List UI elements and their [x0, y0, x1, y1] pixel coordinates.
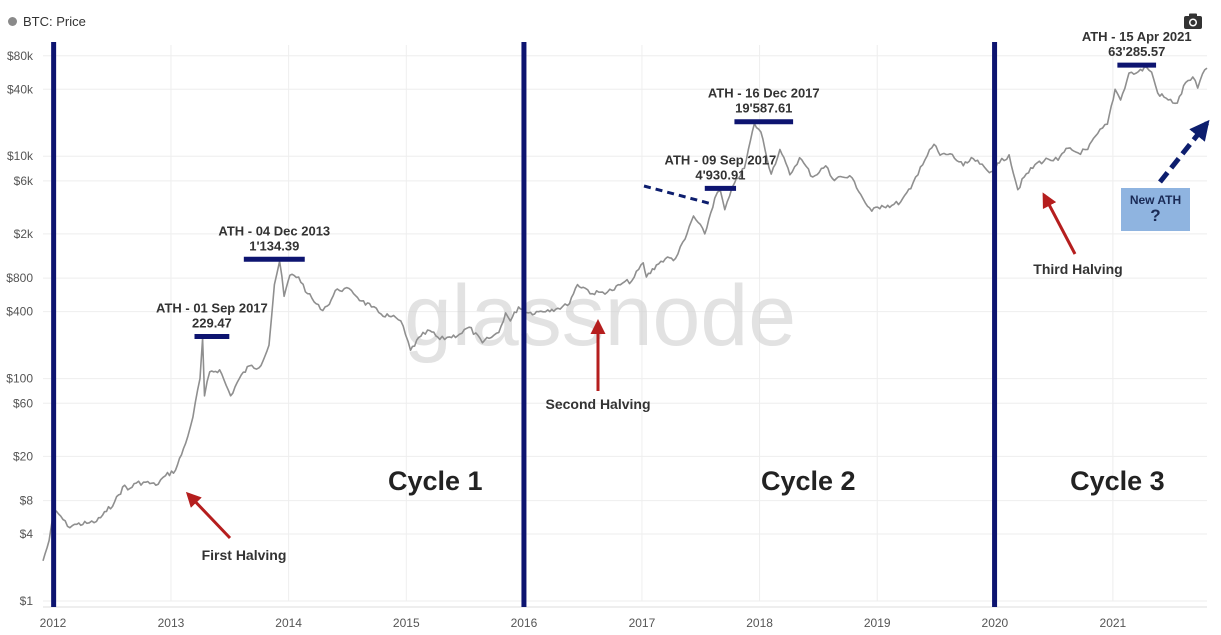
x-tick-label: 2013 [158, 616, 185, 630]
ath-label: ATH - 04 Dec 2013 [218, 223, 330, 238]
halving-arrow [185, 491, 232, 540]
y-tick-label: $800 [6, 271, 33, 285]
ath-dashed-pointer [643, 184, 713, 206]
ath-label: ATH - 09 Sep 2017 [665, 152, 777, 167]
cycle-dividers [51, 42, 998, 607]
new-ath-label: New ATH [1129, 193, 1182, 207]
x-tick-label: 2020 [982, 616, 1009, 630]
y-tick-label: $400 [6, 305, 33, 319]
legend-label: BTC: Price [23, 14, 86, 29]
ath-value: 229.47 [192, 315, 232, 330]
y-tick-label: $1 [20, 594, 34, 608]
cycle-label: Cycle 2 [761, 466, 856, 496]
y-tick-label: $6k [14, 174, 34, 188]
y-tick-label: $60 [13, 396, 33, 410]
y-tick-label: $100 [6, 372, 33, 386]
ath-value: 63'285.57 [1108, 44, 1165, 59]
price-series-line [42, 66, 1208, 562]
x-tick-label: 2014 [275, 616, 302, 630]
new-ath-box: New ATH ? [1121, 188, 1190, 231]
x-tick-label: 2015 [393, 616, 420, 630]
new-ath-arrow [1158, 119, 1210, 184]
ath-value: 19'587.61 [735, 101, 792, 116]
halving-label: First Halving [202, 547, 287, 563]
halving-annotations: First Halving Second Halving Third Halving [185, 192, 1123, 563]
watermark-text: glassnode [404, 268, 796, 364]
ath-label: ATH - 01 Sep 2017 [156, 300, 268, 315]
watermark: glassnode [404, 268, 796, 364]
y-tick-label: $10k [7, 149, 34, 163]
y-tick-label: $80k [7, 49, 34, 63]
x-tick-label: 2018 [746, 616, 773, 630]
new-ath-question: ? [1150, 206, 1161, 225]
legend-swatch [8, 17, 17, 26]
x-tick-label: 2016 [511, 616, 538, 630]
x-tick-label: 2012 [40, 616, 67, 630]
y-tick-label: $2k [14, 227, 34, 241]
cycle-labels: Cycle 1 Cycle 2 Cycle 3 [388, 466, 1165, 496]
trend-arrows [643, 119, 1210, 206]
y-tick-label: $4 [20, 527, 34, 541]
halving-arrow [1042, 192, 1077, 255]
x-axis: 2012 2013 2014 2015 2016 2017 2018 2019 2020 2021 [40, 606, 1207, 630]
halving-label: Third Halving [1033, 261, 1122, 277]
x-tick-label: 2021 [1100, 616, 1127, 630]
cycle-label: Cycle 3 [1070, 466, 1165, 496]
camera-icon[interactable] [1183, 12, 1203, 30]
legend[interactable]: BTC: Price [8, 14, 86, 29]
cycle-label: Cycle 1 [388, 466, 483, 496]
y-axis: $1 $4 $8 $20 $60 $100 $400 $800 $2k $6k $10k $40k $8… [6, 49, 34, 608]
y-tick-label: $40k [7, 82, 34, 96]
ath-label: ATH - 16 Dec 2017 [708, 86, 820, 101]
y-tick-label: $8 [20, 494, 34, 508]
series-layer [42, 66, 1208, 562]
ath-value: 1'134.39 [249, 238, 299, 253]
y-tick-label: $20 [13, 449, 33, 463]
halving-label: Second Halving [545, 396, 650, 412]
x-tick-label: 2017 [629, 616, 656, 630]
ath-label: ATH - 15 Apr 2021 [1082, 29, 1192, 44]
ath-value: 4'930.91 [695, 167, 745, 182]
x-tick-label: 2019 [864, 616, 891, 630]
